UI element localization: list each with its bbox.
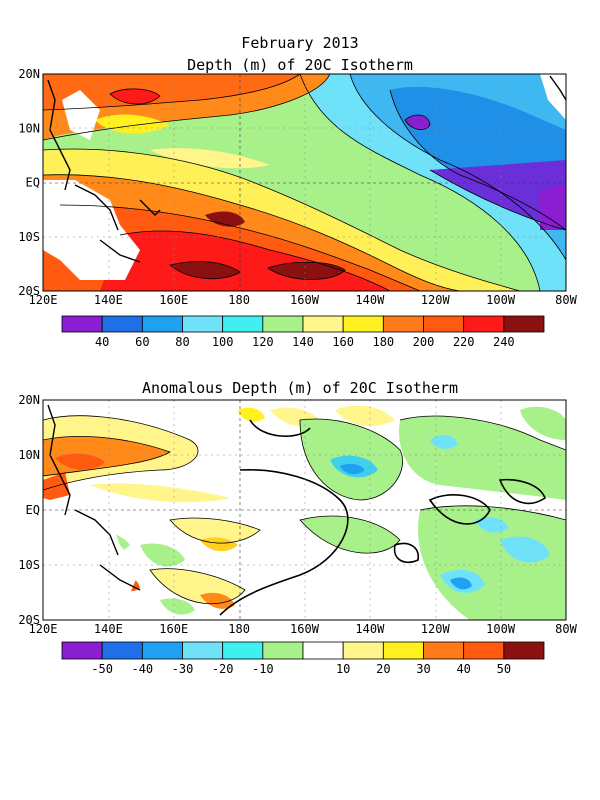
colorbar-label: 50 bbox=[497, 662, 511, 676]
colorbar-label: -30 bbox=[172, 662, 194, 676]
anomaly-map-panel: 20N 10N EQ 10S 20S 120E 140E 160E 180 160W 140W 12… bbox=[18, 393, 577, 676]
lat-label: 10N bbox=[18, 448, 40, 462]
colorbar-swatch bbox=[141, 641, 183, 660]
colorbar-label: 100 bbox=[212, 335, 234, 349]
colorbar-label: 60 bbox=[135, 335, 149, 349]
colorbar-label: -50 bbox=[91, 662, 113, 676]
colorbar-label: 10 bbox=[336, 662, 350, 676]
colorbar-label: 40 bbox=[456, 662, 470, 676]
lon-label: 180 bbox=[228, 293, 250, 307]
lon-label: 100W bbox=[486, 622, 516, 636]
colorbar-label: -40 bbox=[131, 662, 153, 676]
lon-label: 120E bbox=[29, 622, 58, 636]
colorbar-swatch bbox=[101, 641, 143, 660]
colorbar-swatch bbox=[503, 315, 545, 333]
colorbar-swatch bbox=[61, 641, 103, 660]
colorbar-label: -10 bbox=[252, 662, 274, 676]
lon-label: 120E bbox=[29, 293, 58, 307]
map-frame bbox=[42, 73, 567, 292]
colorbar-label: 120 bbox=[252, 335, 274, 349]
lon-label: 160W bbox=[290, 293, 320, 307]
colorbar-label: 240 bbox=[493, 335, 515, 349]
lat-label: 20S bbox=[18, 613, 40, 627]
colorbar-label: 180 bbox=[372, 335, 394, 349]
lon-label: 120W bbox=[421, 293, 451, 307]
colorbar-swatch bbox=[382, 641, 424, 660]
lat-label: 20N bbox=[18, 67, 40, 81]
depth-map-panel: 20N 10N EQ 10S 20S 120E 140E 160E 180 160W 140W 12… bbox=[18, 67, 577, 349]
colorbar-label: 140 bbox=[292, 335, 314, 349]
colorbar-label: 160 bbox=[332, 335, 354, 349]
colorbar-label: -20 bbox=[212, 662, 234, 676]
lon-label: 140E bbox=[94, 622, 123, 636]
colorbar-swatch bbox=[503, 641, 545, 660]
colorbar-label: 30 bbox=[416, 662, 430, 676]
colorbar-swatch bbox=[423, 641, 465, 660]
main-title: February 2013 bbox=[241, 34, 359, 52]
lon-label: 140W bbox=[355, 622, 385, 636]
colorbar-label: 80 bbox=[175, 335, 189, 349]
coastline2 bbox=[47, 404, 141, 591]
lon-label: 160E bbox=[159, 293, 188, 307]
anomaly-field bbox=[43, 400, 566, 620]
colorbar-swatch bbox=[222, 641, 264, 660]
colorbar-label: 220 bbox=[453, 335, 475, 349]
colorbar-label: 200 bbox=[413, 335, 435, 349]
lon-label: 160W bbox=[290, 622, 320, 636]
lon-label: 140W bbox=[355, 293, 385, 307]
map-frame-2 bbox=[42, 399, 567, 621]
lat-label: 20N bbox=[18, 393, 40, 407]
panel1-title: Depth (m) of 20C Isotherm bbox=[187, 56, 413, 74]
depth-field bbox=[43, 74, 566, 291]
lon-label: 120W bbox=[421, 622, 451, 636]
lon-label: 160E bbox=[159, 622, 188, 636]
colorbar-swatch bbox=[342, 641, 384, 660]
colorbar-label: 20 bbox=[376, 662, 390, 676]
lat-label: 10N bbox=[18, 121, 40, 135]
coastline bbox=[47, 75, 566, 263]
colorbar-swatch bbox=[262, 641, 304, 660]
lon-label: 80W bbox=[555, 622, 577, 636]
lon-label: 180 bbox=[228, 622, 250, 636]
lat-label: EQ bbox=[26, 176, 40, 190]
colorbar-swatch bbox=[302, 641, 344, 660]
lon-label: 80W bbox=[555, 293, 577, 307]
colorbar-label: 40 bbox=[95, 335, 109, 349]
panel2-title: Anomalous Depth (m) of 20C Isotherm bbox=[141, 379, 459, 397]
lat-label: 10S bbox=[18, 558, 40, 572]
lat-label: EQ bbox=[26, 503, 40, 517]
colorbar-swatch bbox=[463, 641, 505, 660]
colorbar-swatch bbox=[182, 641, 224, 660]
lat-label: 20S bbox=[18, 284, 40, 298]
lon-label: 100W bbox=[486, 293, 516, 307]
lon-label: 140E bbox=[94, 293, 123, 307]
lat-label: 10S bbox=[18, 230, 40, 244]
